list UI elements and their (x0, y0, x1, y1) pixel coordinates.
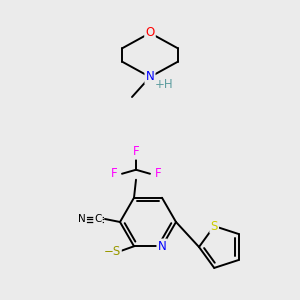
Text: +H: +H (155, 79, 174, 92)
Text: N: N (146, 70, 154, 83)
Text: F: F (111, 167, 117, 180)
Text: −S: −S (103, 245, 121, 258)
Text: C: C (94, 214, 102, 224)
Text: F: F (155, 167, 161, 180)
Text: S: S (211, 220, 218, 232)
Text: O: O (146, 26, 154, 40)
Text: N: N (78, 214, 86, 224)
Text: F: F (133, 145, 139, 158)
Text: N: N (158, 240, 166, 253)
